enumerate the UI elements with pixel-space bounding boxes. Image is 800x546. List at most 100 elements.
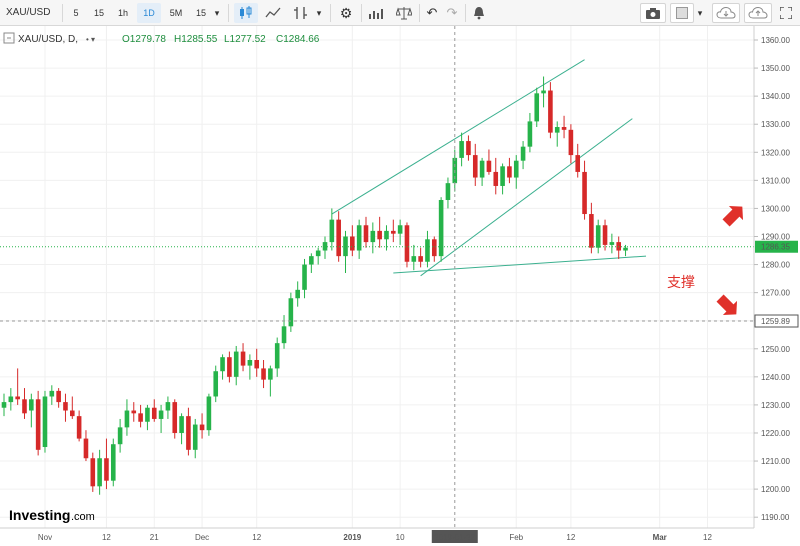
last-price-tag — [755, 240, 798, 253]
candles — [1, 76, 628, 495]
support-line — [393, 255, 647, 274]
fullscreen-icon[interactable] — [776, 3, 796, 23]
price-tags: 1286.35 1259.89 2019-01-22 — [431, 240, 799, 543]
candle-up — [117, 427, 123, 445]
chart-legend: XAU/USD, D, • ▾ O1279.78 H1285.55 L1277.… — [3, 32, 320, 45]
candle-up — [315, 250, 321, 257]
candle-up — [233, 351, 239, 377]
candle-down — [486, 160, 492, 172]
candle-up — [541, 90, 546, 94]
candle-up — [274, 343, 280, 369]
last-price-label: 1286.35 — [761, 243, 790, 252]
toolbar-divider — [361, 4, 362, 22]
candle-up — [623, 247, 628, 251]
cloud-upload-icon[interactable] — [744, 3, 772, 23]
x-tick-label: 12 — [252, 533, 261, 542]
y-tick-label: 1230.00 — [761, 401, 790, 410]
cloud-download-icon[interactable] — [712, 3, 740, 23]
candle-up — [206, 396, 212, 431]
scale-icon[interactable] — [393, 3, 415, 23]
x-tick-label: Dec — [195, 533, 209, 542]
dropdown-icon[interactable]: ▾ — [316, 8, 322, 18]
undo-icon[interactable]: ↶ — [426, 5, 438, 20]
y-tick-label: 1320.00 — [761, 148, 790, 157]
collapse-icon[interactable] — [3, 32, 15, 44]
candle-down — [15, 396, 20, 400]
legend-close: C1284.66 — [276, 34, 320, 45]
candle-up — [247, 359, 253, 366]
dropdown-icon[interactable]: ▾ — [697, 8, 703, 18]
crosshair-price-label: 1259.89 — [761, 317, 790, 326]
candle-down — [90, 458, 96, 487]
square-color-icon[interactable] — [670, 3, 694, 23]
candle-up — [479, 160, 485, 178]
investing-logo: Investing .com — [9, 507, 95, 523]
candle-up — [1, 402, 7, 408]
symbol-button[interactable]: XAU/USD — [6, 7, 51, 18]
candle-up — [425, 239, 430, 262]
candle-down — [568, 129, 574, 156]
candle-up — [8, 396, 14, 403]
y-tick-label: 1200.00 — [761, 485, 790, 494]
candle-down — [418, 256, 423, 262]
candle-up — [554, 127, 560, 133]
candles-icon[interactable] — [234, 3, 258, 23]
toolbar-divider — [465, 4, 466, 22]
redo-icon[interactable]: ↷ — [446, 5, 458, 20]
bar-chart-icon[interactable] — [365, 3, 387, 23]
legend-high: H1285.55 — [174, 34, 218, 45]
candle-down — [589, 214, 594, 248]
line-chart-icon[interactable] — [262, 3, 284, 23]
alert-icon[interactable] — [468, 3, 490, 23]
candle-up — [281, 326, 287, 344]
toolbar-divider — [228, 4, 229, 22]
crosshair-date-label: 2019-01-22 — [434, 533, 475, 542]
indicators-icon[interactable] — [290, 3, 312, 23]
y-tick-label: 1340.00 — [761, 92, 790, 101]
candle-up — [534, 93, 540, 122]
candle-down — [70, 410, 75, 417]
candle-up — [145, 407, 150, 422]
candle-up — [179, 416, 184, 433]
settings-icon[interactable]: ⚙ — [339, 5, 353, 21]
crosshair-date-tag — [431, 530, 478, 543]
candle-up — [527, 121, 533, 147]
interval-5[interactable]: 5 — [73, 8, 79, 18]
candle-down — [431, 239, 437, 257]
camera-icon[interactable] — [640, 3, 666, 23]
candle-down — [575, 155, 581, 172]
candle-down — [261, 368, 266, 380]
price-chart[interactable]: 1360.00 1350.00 1340.00 1330.00 1320.00 1310.… — [0, 26, 800, 546]
candle-up — [49, 390, 55, 397]
svg-text:Investing: Investing — [9, 507, 70, 523]
x-tick-label: 12 — [566, 533, 575, 542]
interval-5m[interactable]: 5M — [169, 8, 183, 18]
interval-15[interactable]: 15 — [93, 8, 104, 18]
trendlines — [331, 59, 647, 277]
candle-up — [124, 410, 130, 428]
candle-down — [227, 357, 232, 377]
interval-1h[interactable]: 1h — [117, 8, 128, 18]
candle-up — [370, 230, 376, 243]
candle-down — [56, 390, 61, 403]
candle-down — [199, 424, 205, 431]
x-tick-label: 2019 — [343, 533, 361, 542]
candle-up — [520, 146, 526, 161]
candle-up — [192, 424, 198, 450]
interval-15-dropdown[interactable]: 15 — [195, 8, 206, 18]
x-tick-label: Feb — [509, 533, 523, 542]
time-axis[interactable]: Nov 12 21 Dec 12 2019 10 Feb 12 Mar 12 — [38, 533, 713, 542]
candle-down — [186, 416, 191, 450]
support-label: 支撑 — [667, 275, 695, 291]
candle-up — [322, 242, 328, 251]
toolbar-divider — [330, 4, 331, 22]
candle-up — [438, 199, 444, 257]
interval-1d[interactable]: 1D — [137, 3, 161, 23]
candle-up — [288, 298, 294, 327]
y-tick-label: 1220.00 — [761, 429, 790, 438]
svg-text:.com: .com — [71, 511, 95, 523]
interval-dropdown-arrow[interactable]: ▾ — [214, 8, 220, 18]
y-tick-label: 1330.00 — [761, 120, 790, 129]
legend-menu-icon[interactable]: • ▾ — [86, 35, 95, 44]
y-tick-label: 1250.00 — [761, 345, 790, 354]
